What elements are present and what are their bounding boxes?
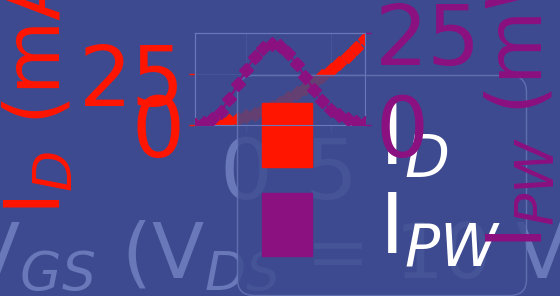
Legend: I$_D$, I$_{PW}$: I$_D$, I$_{PW}$ <box>237 75 526 295</box>
Y-axis label: I$_{PW}$ (mW): I$_{PW}$ (mW) <box>484 0 559 249</box>
Y-axis label: I$_D$ (mA): I$_D$ (mA) <box>1 0 76 215</box>
X-axis label: V$_{GS}$ (V$_{DS}$ = 10 V): V$_{GS}$ (V$_{DS}$ = 10 V) <box>0 219 560 295</box>
